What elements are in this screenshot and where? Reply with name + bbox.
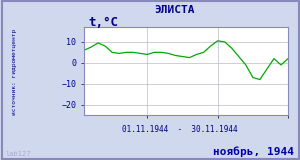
Text: t,°C: t,°C [88, 16, 119, 29]
Text: ноябрь, 1944: ноябрь, 1944 [213, 146, 294, 157]
Text: ЭЛИСТА: ЭЛИСТА [154, 5, 194, 15]
Text: lab127: lab127 [6, 151, 31, 157]
Text: 01.11.1944  -  30.11.1944: 01.11.1944 - 30.11.1944 [122, 125, 238, 134]
Text: источник: гидрометцентр: источник: гидрометцентр [13, 29, 17, 115]
